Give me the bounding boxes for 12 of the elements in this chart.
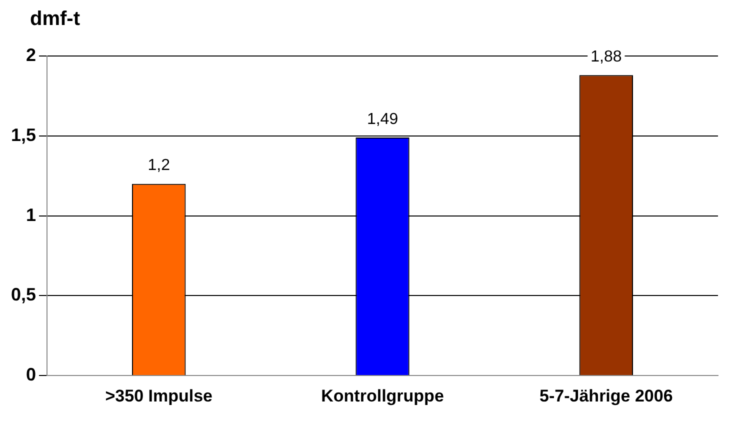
x-tick-label: >350 Impulse <box>105 386 212 406</box>
data-label: 1,2 <box>148 157 170 174</box>
y-tick-label: 0,5 <box>10 284 36 305</box>
x-tick-label: Kontrollgruppe <box>321 386 444 406</box>
y-tick-label: 2 <box>26 44 36 65</box>
data-label: 1,49 <box>366 110 398 128</box>
y-tick-label: 0 <box>26 364 36 385</box>
y-tick-label: 1,5 <box>10 124 36 145</box>
data-label: 1,88 <box>590 48 622 66</box>
y-tick-label: 1 <box>26 204 36 225</box>
y-axis-title: dmf-t <box>29 8 81 30</box>
x-tick-label: 5-7-Jährige 2006 <box>540 386 673 406</box>
